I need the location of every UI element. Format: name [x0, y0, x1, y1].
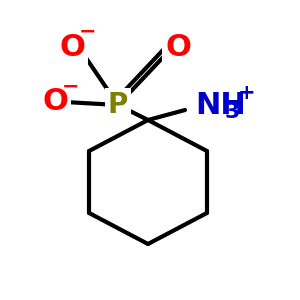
Text: −: − [79, 22, 97, 42]
Text: O: O [59, 32, 85, 62]
Text: 3: 3 [225, 102, 240, 122]
Text: P: P [108, 91, 128, 119]
Text: −: − [62, 77, 80, 97]
Text: +: + [238, 83, 256, 103]
Text: O: O [165, 32, 191, 62]
Text: NH: NH [195, 91, 246, 119]
Text: O: O [42, 88, 68, 116]
